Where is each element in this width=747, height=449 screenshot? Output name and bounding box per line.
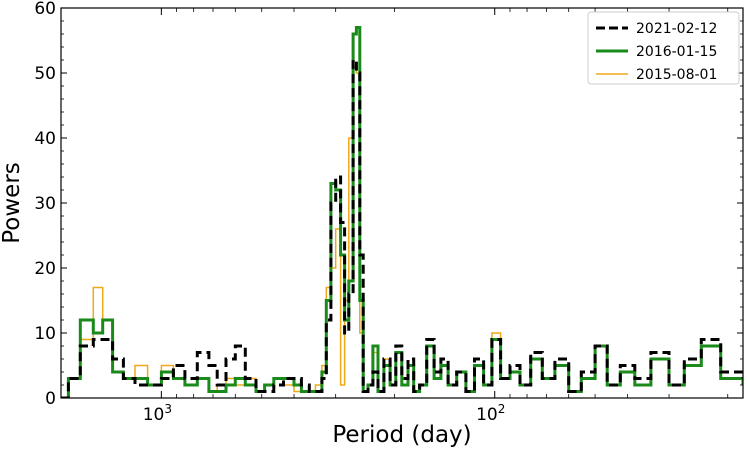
legend: 2021-02-12 2016-01-15 2015-08-01 xyxy=(587,11,740,85)
y-tick-label: 40 xyxy=(34,129,56,149)
legend-box xyxy=(587,11,740,85)
legend-label: 2016-01-15 xyxy=(636,44,717,60)
y-tick-label: 10 xyxy=(34,324,56,344)
y-tick-label: 20 xyxy=(34,259,56,279)
x-axis-label: Period (day) xyxy=(332,422,471,448)
legend-label: 2021-02-12 xyxy=(636,21,717,37)
series-line-2021-02-12 xyxy=(61,58,743,398)
y-tick-label: 0 xyxy=(45,389,56,409)
x-tick-label: 102 xyxy=(476,402,505,425)
series-layer xyxy=(61,26,743,398)
y-tick-label: 60 xyxy=(34,0,56,19)
legend-label: 2015-08-01 xyxy=(636,67,717,83)
y-tick-label: 30 xyxy=(34,194,56,214)
y-axis-label: Powers xyxy=(0,162,25,244)
ticks-layer: 0 10 20 30 40 50 60 103 102 xyxy=(34,0,743,425)
x-tick-label: 103 xyxy=(143,402,172,425)
y-tick-label: 50 xyxy=(34,64,56,84)
series-line-2016-01-15 xyxy=(61,26,743,398)
